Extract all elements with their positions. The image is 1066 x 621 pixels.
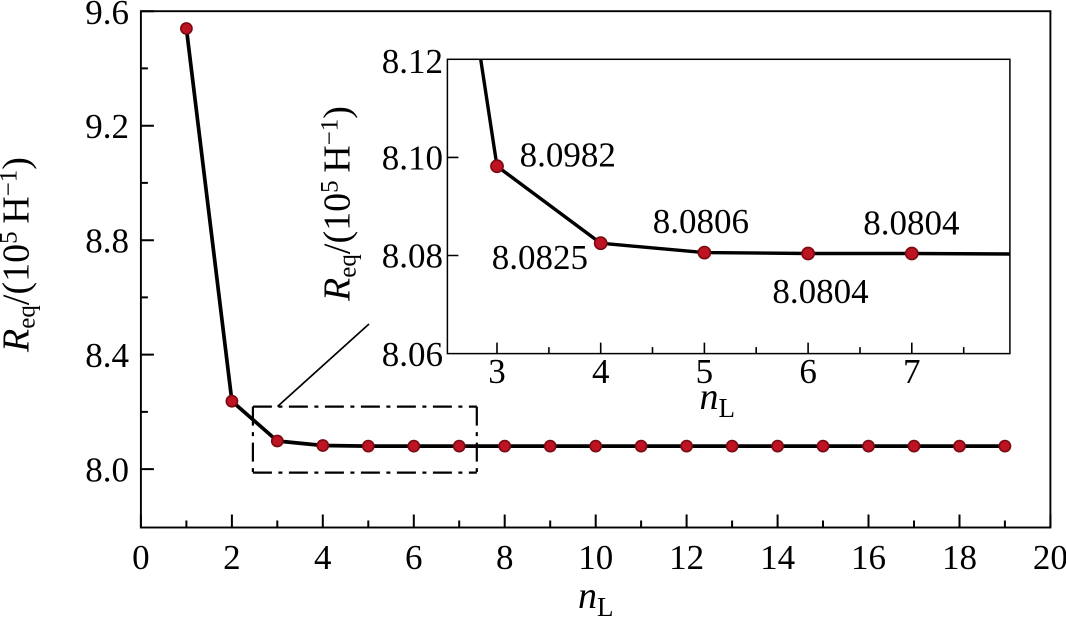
svg-text:8.0982: 8.0982 — [520, 136, 616, 175]
svg-text:5: 5 — [696, 352, 714, 391]
svg-text:10: 10 — [578, 538, 613, 577]
svg-text:8.8: 8.8 — [85, 221, 129, 260]
svg-text:12: 12 — [669, 538, 704, 577]
svg-text:8.0806: 8.0806 — [653, 202, 749, 241]
svg-text:9.2: 9.2 — [85, 107, 129, 146]
svg-text:8: 8 — [496, 538, 514, 577]
svg-text:8.0825: 8.0825 — [492, 238, 588, 277]
svg-text:14: 14 — [760, 538, 795, 577]
svg-text:8.08: 8.08 — [382, 237, 443, 276]
svg-text:8.12: 8.12 — [382, 42, 443, 81]
svg-text:8.0: 8.0 — [85, 450, 129, 489]
svg-text:8.4: 8.4 — [85, 336, 129, 375]
svg-text:nL: nL — [700, 376, 736, 423]
svg-text:2: 2 — [223, 538, 241, 577]
svg-text:Req/(105 H−1): Req/(105 H−1) — [0, 157, 41, 353]
svg-text:6: 6 — [405, 538, 423, 577]
svg-text:8.06: 8.06 — [382, 335, 443, 374]
svg-text:18: 18 — [942, 538, 977, 577]
svg-text:3: 3 — [488, 352, 506, 391]
svg-text:7: 7 — [903, 352, 921, 391]
svg-text:8.0804: 8.0804 — [863, 204, 959, 243]
svg-text:4: 4 — [592, 352, 610, 391]
svg-text:8.0804: 8.0804 — [772, 272, 868, 311]
svg-text:6: 6 — [799, 352, 817, 391]
svg-text:0: 0 — [132, 538, 150, 577]
svg-text:8.10: 8.10 — [382, 139, 443, 178]
svg-text:9.6: 9.6 — [85, 0, 129, 32]
svg-text:nL: nL — [578, 575, 614, 616]
svg-text:20: 20 — [1033, 538, 1066, 577]
svg-text:16: 16 — [851, 538, 886, 577]
svg-text:4: 4 — [314, 538, 332, 577]
